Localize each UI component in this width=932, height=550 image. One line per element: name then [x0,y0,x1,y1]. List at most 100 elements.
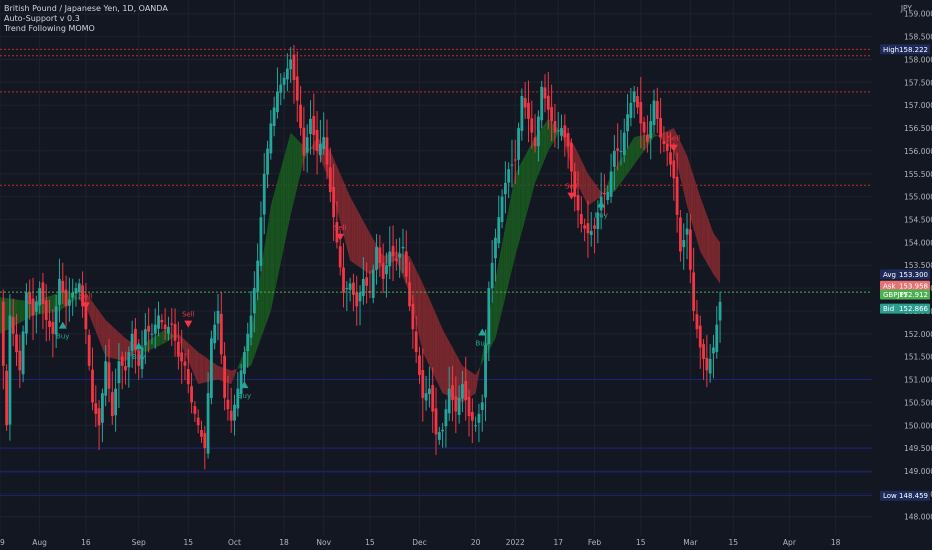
candle-body [51,322,55,334]
momo-band-segment [698,191,701,252]
price-tick-label: 150.000 [904,421,932,430]
indicator-momo[interactable]: Trend Following MOMO [4,24,95,33]
momo-band-segment [516,167,519,250]
candle-body [150,333,154,335]
momo-band-segment [285,144,288,239]
momo-band-segment [95,306,98,336]
momo-band-segment [490,297,493,348]
candle-body [507,169,511,183]
momo-band-segment [300,142,303,174]
price-label-badge [880,44,930,55]
candle-body [612,150,616,167]
sell-signal-icon [184,320,193,328]
momo-band-segment [293,136,296,202]
momo-band-segment [592,180,595,203]
time-tick-label: Mar [683,538,698,547]
momo-band-segment [373,238,375,273]
candle-body [97,408,101,426]
momo-band-segment [634,136,636,165]
candle-body [560,128,563,136]
candle-body [497,217,501,244]
momo-band-segment [715,235,717,279]
price-label-value: 152.912 [899,291,928,299]
candle-body [61,280,65,293]
candle-body [272,107,276,127]
candle-body [58,278,61,305]
momo-band-segment [213,362,215,381]
momo-band-segment [500,243,503,318]
candle-body [718,301,722,321]
price-tick-label: 155.500 [904,170,932,179]
candle-body [1,301,5,366]
momo-band-segment [493,278,496,342]
candle-body [593,225,596,229]
time-tick-label: 15 [365,538,375,547]
candle-body [282,77,286,85]
price-tick-label: 154.500 [904,215,932,224]
momo-band-segment [687,155,689,212]
candle-body [246,333,250,352]
momo-band-segment [700,196,702,255]
candle-body [335,222,339,243]
candle-body [556,130,560,132]
momo-band-segment [422,283,425,356]
momo-band-segment [343,181,346,242]
candle-body [626,114,629,132]
candle-body [642,122,646,133]
candle-body [467,397,471,417]
candle-body [464,380,468,401]
momo-band-segment [279,169,281,271]
momo-band-segment [498,252,501,325]
price-label-name: High [883,46,899,54]
momo-band-segment [528,146,531,208]
momo-band-segment [654,132,656,138]
candle-body [292,54,296,81]
candle-body [252,288,256,314]
momo-band-segment [688,160,691,218]
candle-body [233,404,236,421]
momo-band-segment [259,269,261,343]
momo-band-segment [439,321,441,390]
price-tick-label: 159.000 [904,10,932,19]
candle-body [477,413,481,423]
candle-body [348,283,352,290]
time-axis[interactable]: 19 Aug 16 Sep 15 Oct 18 Nov 15 Dec 20 2022 17 Feb 15 Ma… [0,536,932,550]
momo-band-segment [216,364,218,380]
momo-band-segment [683,148,686,199]
momo-band-segment [193,347,195,377]
candle-body [484,345,487,398]
indicator-auto-support[interactable]: Auto-Support v 0.3 [4,14,80,23]
candle-body [421,369,425,398]
candles [1,45,722,470]
symbol-title[interactable]: British Pound / Japanese Yen, 1D, OANDA [4,4,168,13]
momo-band-segment [234,369,237,376]
momo-band-segment [586,170,588,206]
candle-body [540,86,544,121]
momo-band-segment [0,297,2,334]
momo-band-segment [478,364,481,375]
candle-body [622,132,626,156]
momo-band-segment [265,227,268,325]
candle-body [530,118,534,133]
momo-band-segment [270,199,273,311]
candle-body [295,76,299,101]
candle-body [570,142,573,172]
momo-band-segment [97,308,100,340]
candle-body [167,326,170,334]
price-tick-label: 150.500 [904,398,932,407]
candle-body [494,237,497,259]
momo-band-segment [543,123,545,163]
candle-body [418,355,421,375]
momo-band-segment [417,273,420,338]
momo-band-segment [201,354,204,384]
momo-band-segment [361,217,364,270]
candle-body [173,324,177,341]
candle-body [632,91,636,103]
time-tick-label: Oct [228,538,241,547]
candle-body [196,417,200,426]
candle-body [546,95,550,110]
candle-body [193,406,197,414]
candle-body [256,260,260,292]
candle-body [120,356,124,366]
